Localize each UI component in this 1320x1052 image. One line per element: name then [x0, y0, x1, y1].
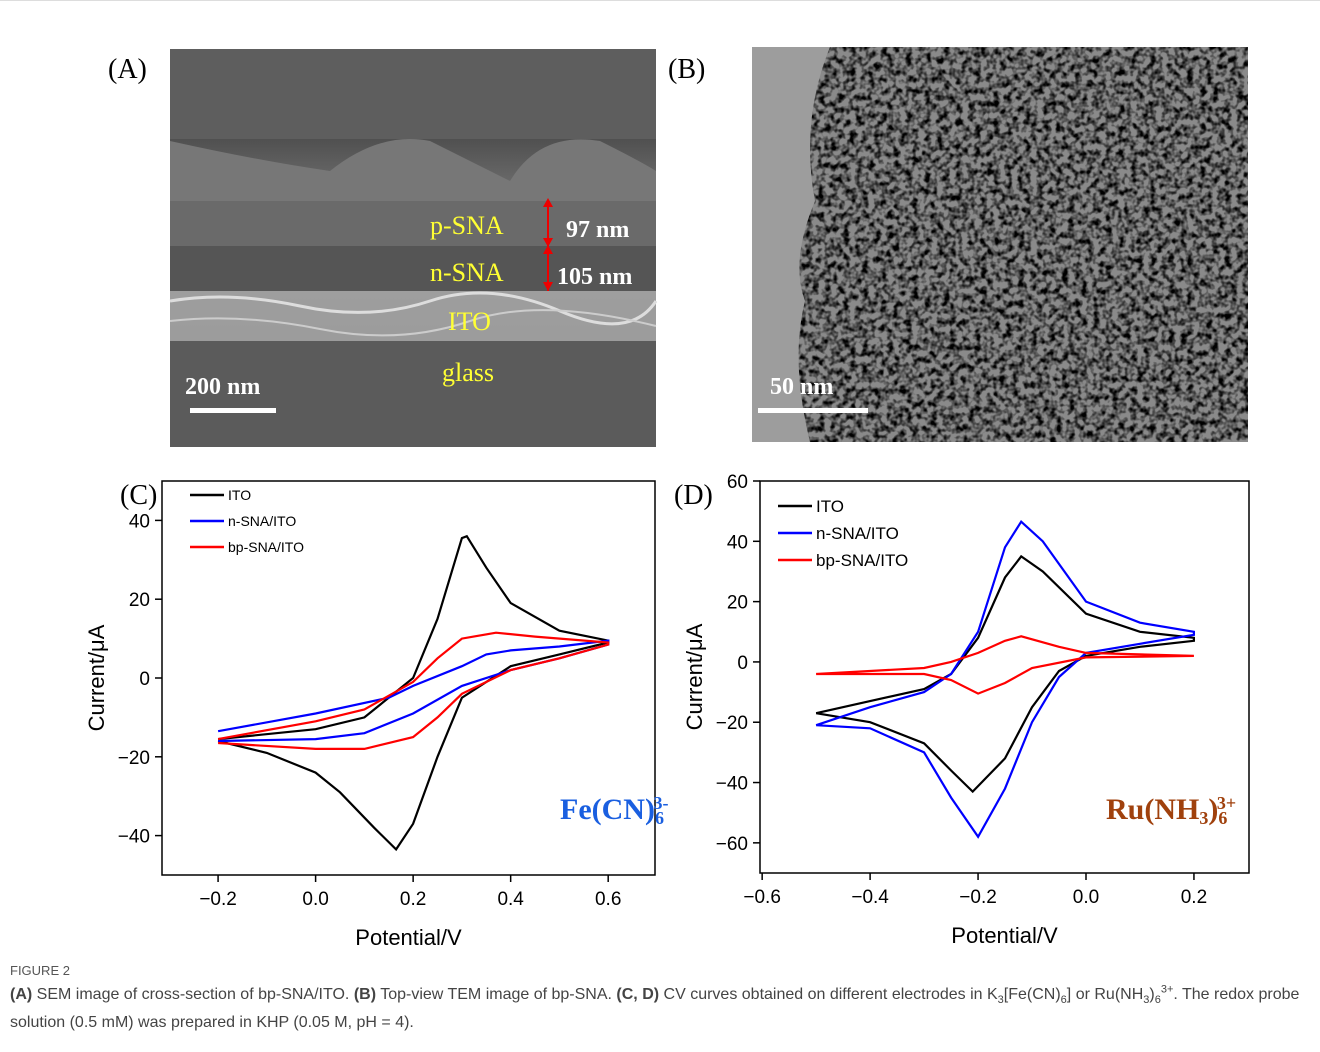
- tem-image: [752, 47, 1248, 442]
- y-tick-label: −20: [716, 713, 748, 734]
- annotation: Ru(NH3)63+: [1106, 793, 1236, 828]
- caption-part: SEM image of cross-section of bp-SNA/ITO…: [32, 986, 354, 1004]
- caption-part: 6: [1060, 994, 1067, 1007]
- x-tick-label: 0.4: [497, 889, 524, 910]
- caption-part: ] or Ru(NH: [1066, 986, 1144, 1004]
- legend-label: bp-SNA/ITO: [816, 551, 908, 570]
- y-tick-label: 60: [727, 472, 748, 493]
- cv-curve: [815, 554, 1195, 794]
- legend-label: ITO: [228, 487, 251, 503]
- x-axis-label: Potential/V: [951, 923, 1058, 948]
- x-axis-label: Potential/V: [355, 925, 462, 950]
- y-tick-label: 0: [737, 653, 748, 674]
- annotation-part: Ru(NH: [1106, 793, 1199, 826]
- layer-label: n-SNA: [430, 258, 504, 287]
- annotation-part: 3-: [653, 793, 668, 813]
- caption-part: . The redox probe solution (0.5 mM) was …: [10, 986, 1300, 1031]
- cv-curve: [816, 635, 1194, 695]
- y-tick-label: −20: [118, 748, 150, 769]
- caption-part: (C, D): [616, 986, 660, 1004]
- caption-part: CV curves obtained on different electrod…: [659, 986, 998, 1004]
- y-axis-label: Current/μA: [682, 623, 707, 730]
- y-tick-label: 20: [727, 593, 748, 614]
- y-tick-label: 40: [727, 532, 748, 553]
- caption-part: 3+: [1160, 984, 1174, 996]
- caption-label: FIGURE 2: [10, 963, 70, 978]
- caption-text: (A) SEM image of cross-section of bp-SNA…: [10, 984, 1300, 1031]
- cv-curve: [217, 534, 610, 852]
- sem-image: [169, 49, 658, 447]
- x-tick-label: −0.6: [743, 887, 781, 908]
- plot-frame: [759, 480, 1250, 874]
- cv-curve: [217, 639, 610, 743]
- legend-label: n-SNA/ITO: [228, 513, 296, 529]
- x-tick-label: 0.2: [1181, 887, 1207, 908]
- legend-label: n-SNA/ITO: [816, 524, 899, 543]
- x-tick-label: −0.4: [851, 887, 889, 908]
- caption-part: (B): [353, 986, 377, 1004]
- panel-label: (A): [108, 54, 147, 85]
- x-tick-label: −0.2: [199, 889, 237, 910]
- caption-part: ): [1149, 986, 1155, 1004]
- x-tick-label: −0.2: [959, 887, 997, 908]
- annotation-part: Fe(CN): [560, 793, 655, 826]
- scale-bar-label: 50 nm: [770, 374, 833, 400]
- caption-part: 3: [997, 994, 1004, 1007]
- annotation: Fe(CN)63-: [560, 793, 668, 828]
- y-tick-label: −40: [118, 827, 150, 848]
- caption-part: Top-view TEM image of bp-SNA.: [376, 986, 617, 1004]
- caption: FIGURE 2 (A) SEM image of cross-section …: [10, 963, 1300, 1034]
- y-tick-label: 20: [129, 590, 150, 611]
- x-tick-label: 0.2: [400, 889, 426, 910]
- cv-curve: [217, 631, 610, 750]
- y-tick-label: 0: [139, 669, 150, 690]
- caption-part: 6: [1154, 994, 1161, 1007]
- layer-label: glass: [442, 358, 494, 387]
- thickness-label: 97 nm: [566, 217, 629, 243]
- y-tick-label: −40: [716, 774, 748, 795]
- scale-bar-label: 200 nm: [185, 374, 260, 400]
- y-tick-label: 40: [129, 511, 150, 532]
- annotation-part: 3+: [1217, 793, 1236, 813]
- legend-label: bp-SNA/ITO: [228, 539, 304, 555]
- caption-part: [Fe(CN): [1003, 986, 1061, 1004]
- cv-curve: [815, 520, 1195, 839]
- caption-part: 3: [1143, 994, 1150, 1007]
- layer-label: ITO: [448, 307, 491, 336]
- annotation-part: 3: [1199, 808, 1208, 828]
- layer-label: p-SNA: [430, 211, 504, 240]
- figure: (A) p-SNA n-SNA ITO glass 97 nm 105 nm 2…: [84, 47, 1250, 950]
- panel-label: (C): [120, 480, 157, 511]
- legend-label: ITO: [816, 497, 844, 516]
- annotation-part: ): [1208, 793, 1218, 826]
- y-tick-label: −60: [716, 834, 748, 855]
- x-tick-label: 0.0: [302, 889, 328, 910]
- y-axis-label: Current/μA: [84, 624, 109, 731]
- annotation-part: 6: [655, 808, 664, 828]
- caption-part: (A): [10, 986, 33, 1004]
- thickness-label: 105 nm: [557, 264, 632, 290]
- x-tick-label: 0.0: [1073, 887, 1099, 908]
- annotation-part: 6: [1218, 808, 1227, 828]
- panel-label: (B): [668, 54, 705, 85]
- x-tick-label: 0.6: [595, 889, 621, 910]
- panel-label: (D): [674, 480, 713, 511]
